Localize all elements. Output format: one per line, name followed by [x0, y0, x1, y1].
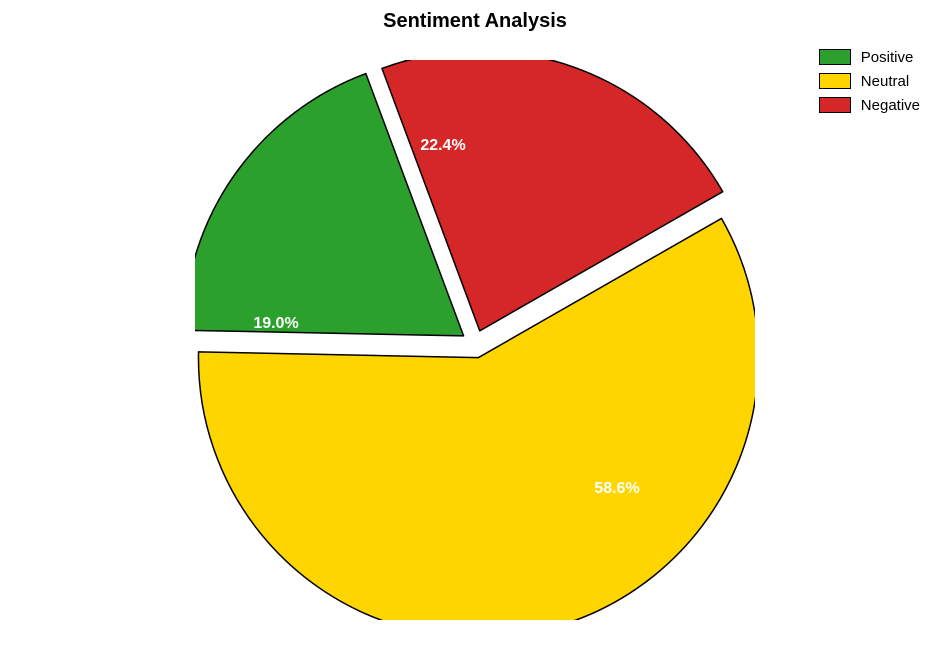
- pie-label-neutral: 58.6%: [594, 480, 639, 498]
- legend-item-neutral: Neutral: [819, 72, 920, 90]
- legend: Positive Neutral Negative: [819, 48, 920, 120]
- legend-swatch-neutral: [819, 73, 851, 89]
- legend-swatch-positive: [819, 49, 851, 65]
- legend-label: Positive: [861, 49, 914, 66]
- legend-label: Neutral: [861, 73, 909, 90]
- legend-swatch-negative: [819, 97, 851, 113]
- pie-label-positive: 19.0%: [253, 315, 298, 333]
- pie-chart: 22.4% 19.0% 58.6%: [195, 60, 755, 620]
- legend-label: Negative: [861, 97, 920, 114]
- legend-item-positive: Positive: [819, 48, 920, 66]
- pie-label-negative: 22.4%: [420, 137, 465, 155]
- legend-item-negative: Negative: [819, 96, 920, 114]
- chart-title: Sentiment Analysis: [383, 10, 567, 33]
